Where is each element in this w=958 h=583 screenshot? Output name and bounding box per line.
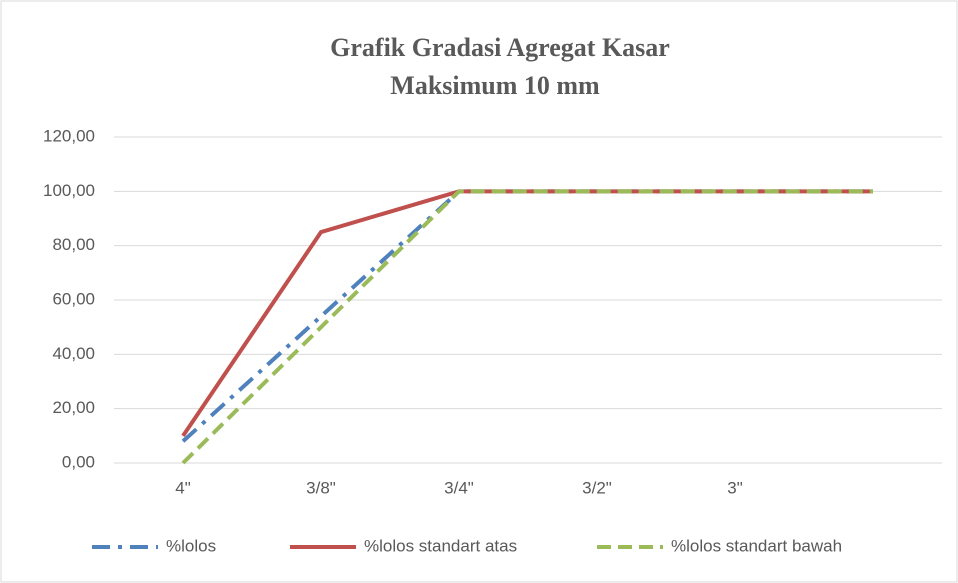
y-tick-label: 20,00: [52, 398, 95, 417]
series-line: [181, 189, 873, 437]
series-line: [181, 189, 873, 443]
y-tick-label: 80,00: [52, 235, 95, 254]
y-tick-label: 100,00: [43, 181, 95, 200]
y-tick-label: 60,00: [52, 289, 95, 308]
x-tick-label: 3/2": [582, 478, 612, 497]
legend-label: %lolos standart bawah: [671, 536, 842, 555]
x-tick-label: 3": [727, 478, 743, 497]
y-tick-label: 120,00: [43, 126, 95, 145]
x-tick-label: 3/8": [306, 478, 336, 497]
y-tick-label: 0,00: [62, 452, 95, 471]
chart-title: Maksimum 10 mm: [390, 71, 600, 100]
legend-label: %lolos: [166, 536, 216, 555]
x-tick-label: 3/4": [444, 478, 474, 497]
x-tick-label: 4": [175, 478, 191, 497]
y-tick-label: 40,00: [52, 344, 95, 363]
chart-title: Grafik Gradasi Agregat Kasar: [330, 33, 670, 62]
legend-label: %lolos standart atas: [364, 536, 517, 555]
